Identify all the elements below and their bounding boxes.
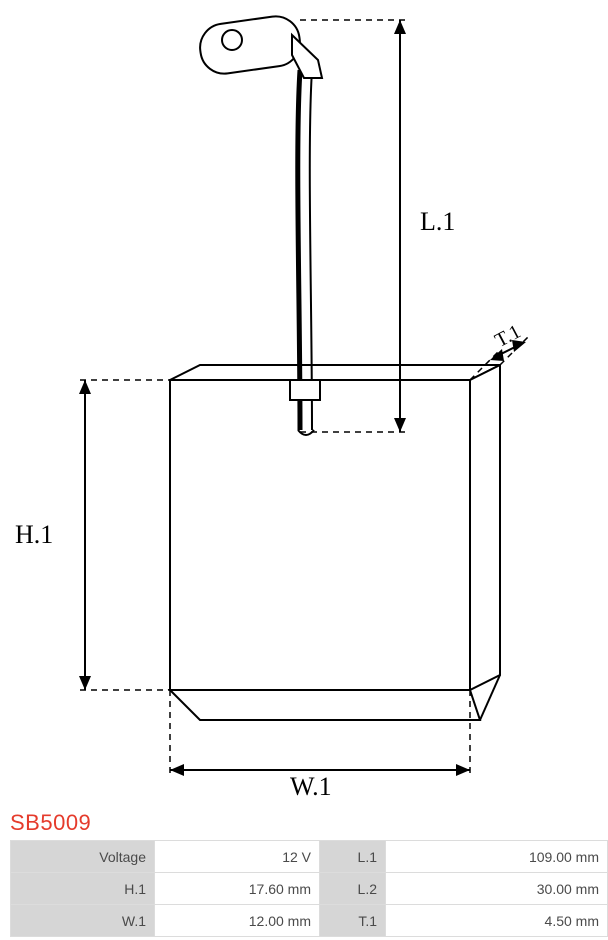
- spec-val: 12 V: [155, 841, 320, 873]
- table-row: H.1 17.60 mm L.2 30.00 mm: [11, 873, 608, 905]
- brush-diagram: L.1 H.1 W.1 T.1: [0, 0, 608, 810]
- label-W1: W.1: [290, 772, 332, 801]
- table-row: Voltage 12 V L.1 109.00 mm: [11, 841, 608, 873]
- spec-key: W.1: [11, 905, 155, 937]
- brush-top-face: [170, 365, 500, 380]
- dim-H1: H.1: [15, 380, 170, 690]
- brush-side-face: [470, 365, 500, 690]
- brush-bottom-wedge: [170, 690, 480, 720]
- table-row: W.1 12.00 mm T.1 4.50 mm: [11, 905, 608, 937]
- spec-key: H.1: [11, 873, 155, 905]
- spec-val: 17.60 mm: [155, 873, 320, 905]
- spec-val: 30.00 mm: [386, 873, 608, 905]
- wire-slot: [290, 380, 320, 400]
- label-L1: L.1: [420, 207, 455, 236]
- spec-val: 109.00 mm: [386, 841, 608, 873]
- spec-val: 12.00 mm: [155, 905, 320, 937]
- spec-table: Voltage 12 V L.1 109.00 mm H.1 17.60 mm …: [10, 840, 608, 937]
- spec-key: L.1: [320, 841, 386, 873]
- spec-key: T.1: [320, 905, 386, 937]
- spec-key: L.2: [320, 873, 386, 905]
- label-H1: H.1: [15, 520, 53, 549]
- terminal-lug: [197, 13, 322, 78]
- spec-key: Voltage: [11, 841, 155, 873]
- brush-front-face: [170, 380, 470, 690]
- spec-val: 4.50 mm: [386, 905, 608, 937]
- lead-wire: [298, 70, 300, 430]
- part-number: SB5009: [10, 810, 91, 836]
